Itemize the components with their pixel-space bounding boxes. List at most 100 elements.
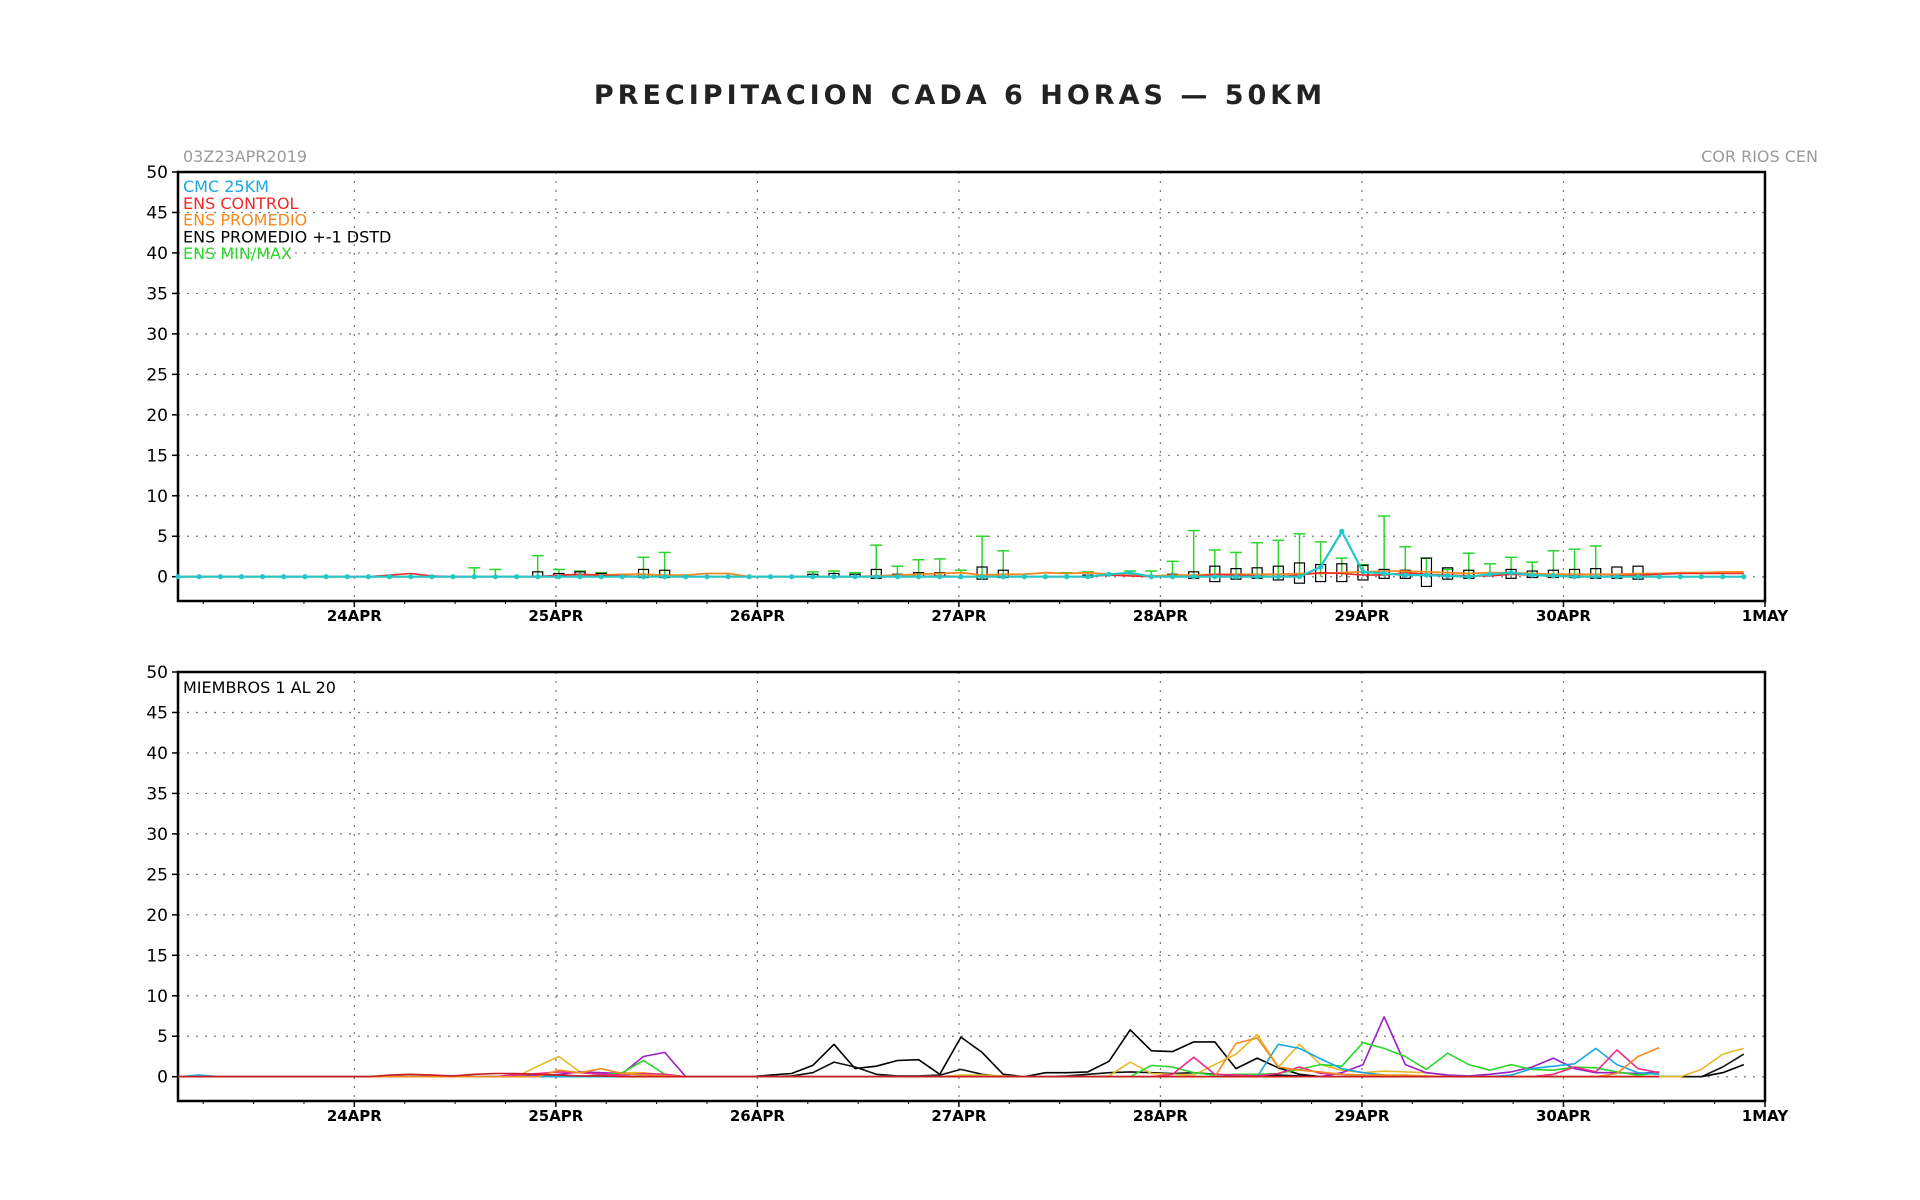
- cmc-point: [1677, 574, 1683, 580]
- cmc-point: [302, 574, 308, 580]
- y-tick-label: 0: [157, 1068, 168, 1088]
- run-label: 03Z23APR2019: [183, 147, 307, 166]
- cmc-point: [1741, 574, 1747, 580]
- y-tick-label: 40: [146, 244, 168, 264]
- y-tick-label: 30: [146, 325, 168, 345]
- member-line: [178, 1049, 1660, 1078]
- cmc-point: [958, 574, 964, 580]
- x-tick-label: 1MAY: [1742, 1107, 1790, 1125]
- y-tick-label: 45: [146, 203, 168, 223]
- y-tick-label: 35: [146, 284, 168, 304]
- ensemble-summary-panel: 24APR 25APR 26APR 27APR 28APR 29APR 30APR 1MAY 0…: [146, 163, 1789, 625]
- x-tick-label: 26APR: [730, 1107, 785, 1125]
- member-line: [178, 1072, 1660, 1078]
- x-tick-label: 27APR: [931, 607, 986, 625]
- x-tick-label: 25APR: [528, 1107, 583, 1125]
- cmc-point: [662, 574, 668, 580]
- cmc-point: [1614, 574, 1620, 580]
- cmc-point: [619, 574, 625, 580]
- plot-frame: [176, 170, 1767, 603]
- y-tick-label: 45: [146, 703, 168, 723]
- cmc-point: [1000, 574, 1006, 580]
- cmc-point: [513, 574, 520, 580]
- x-tick-label: 28APR: [1133, 1107, 1188, 1125]
- cmc-point: [365, 574, 372, 580]
- cmc-point: [1254, 574, 1260, 580]
- cmc-point: [1423, 572, 1430, 578]
- cmc-point: [450, 574, 456, 580]
- y-tick-label: 5: [157, 1027, 168, 1047]
- y-tick-label: 15: [146, 446, 168, 466]
- legend-entry: ENS MIN/MAX: [183, 244, 292, 263]
- x-tick-label: 28APR: [1133, 607, 1188, 625]
- x-tick-label: 30APR: [1536, 607, 1591, 625]
- y-tick-label: 30: [146, 825, 168, 845]
- legend-entry: ENS PROMEDIO: [183, 211, 307, 230]
- y-tick-label: 35: [146, 784, 168, 804]
- cmc-point: [1233, 574, 1239, 580]
- cmc-point: [1529, 572, 1535, 578]
- cmc-point: [260, 574, 266, 580]
- cmc-point: [1508, 570, 1514, 576]
- y-tick-label: 25: [146, 865, 168, 885]
- cmc-point: [323, 574, 329, 580]
- x-tick-label: 30APR: [1536, 1107, 1591, 1125]
- cmc-point: [556, 574, 562, 580]
- cmc-point: [1698, 574, 1705, 580]
- x-tick-label: 26APR: [730, 607, 785, 625]
- cmc-point: [408, 574, 414, 580]
- cmc-point: [1127, 570, 1133, 576]
- cmc-point: [1296, 574, 1303, 580]
- cmc-point: [217, 574, 223, 580]
- cmc-point: [1064, 574, 1070, 580]
- cmc-point: [1466, 574, 1472, 580]
- x-tick-label: 24APR: [327, 1107, 382, 1125]
- cmc-point: [344, 574, 350, 580]
- x-tick-label: 29APR: [1334, 607, 1389, 625]
- cmc-point: [1550, 573, 1556, 579]
- cmc-point: [767, 574, 774, 580]
- y-tick-label: 20: [146, 906, 168, 926]
- cmc-point: [281, 574, 287, 580]
- cmc-point: [1635, 574, 1641, 580]
- cmc-point: [1148, 574, 1154, 580]
- cmc-point: [1360, 569, 1366, 575]
- cmc-point: [704, 574, 710, 580]
- x-tick-label: 29APR: [1334, 1107, 1389, 1125]
- cmc-point: [937, 574, 943, 580]
- cmc-point: [1720, 574, 1726, 580]
- cmc-point: [598, 574, 604, 580]
- cmc-point: [725, 574, 731, 580]
- cmc-point: [852, 574, 858, 580]
- cmc-point: [175, 574, 181, 580]
- cmc-point: [1021, 574, 1027, 580]
- cmc-point: [1571, 574, 1578, 580]
- cmc-point: [1339, 528, 1345, 534]
- member-line: [178, 1033, 1745, 1078]
- plot-frame: [176, 670, 1767, 1103]
- cmc-point: [238, 574, 245, 580]
- cmc-point: [1085, 574, 1091, 580]
- cmc-point: [1487, 571, 1493, 577]
- chart-title: PRECIPITACION CADA 6 HORAS — 50KM: [593, 80, 1327, 111]
- cmc-point: [979, 574, 985, 580]
- region-label: COR RIOS CEN: [1701, 147, 1818, 166]
- cmc-point: [1169, 574, 1176, 580]
- cmc-point: [640, 574, 647, 580]
- cmc-point: [894, 574, 901, 580]
- y-tick-label: 0: [157, 568, 168, 588]
- std-box: [1272, 565, 1284, 581]
- cmc-point: [1381, 570, 1387, 577]
- cmc-point: [1106, 571, 1112, 577]
- x-tick-label: 27APR: [931, 1107, 986, 1125]
- x-tick-label: 1MAY: [1742, 607, 1790, 625]
- cmc-point: [387, 574, 393, 580]
- members-annotation: MIEMBROS 1 AL 20: [183, 678, 336, 697]
- cmc-point: [789, 574, 795, 580]
- y-tick-label: 25: [146, 365, 168, 385]
- cmc-point: [1593, 574, 1599, 580]
- cmc-point: [1318, 564, 1324, 570]
- cmc-point: [746, 574, 752, 580]
- x-tick-label: 24APR: [327, 607, 382, 625]
